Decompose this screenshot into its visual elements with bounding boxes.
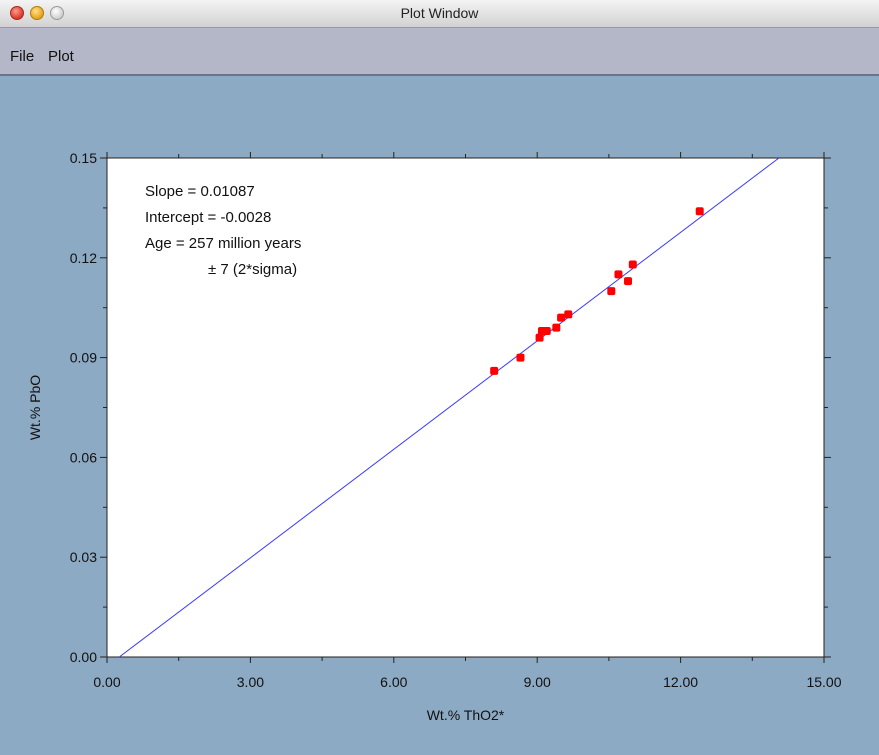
x-tick-label: 6.00 (380, 674, 407, 690)
data-point (628, 260, 637, 269)
y-tick-label: 0.15 (70, 150, 97, 166)
menu-bar: File Plot (0, 28, 879, 76)
menu-file[interactable]: File (10, 48, 35, 65)
x-tick-label: 15.00 (806, 674, 841, 690)
data-point (557, 313, 566, 322)
data-point (490, 366, 499, 375)
title-bar: Plot Window (0, 0, 879, 28)
window-title: Plot Window (400, 5, 479, 21)
data-point (624, 277, 633, 286)
data-point (516, 353, 525, 362)
y-tick-label: 0.09 (70, 350, 97, 366)
x-tick-label: 0.00 (93, 674, 120, 690)
y-tick-label: 0.12 (70, 250, 97, 266)
data-point (552, 323, 561, 332)
data-point (607, 287, 616, 296)
data-point (542, 326, 551, 335)
y-tick-label: 0.00 (70, 649, 97, 665)
annotation-text: Slope = 0.01087 (145, 183, 255, 200)
data-point (564, 310, 573, 319)
menu-plot[interactable]: Plot (48, 48, 74, 65)
x-axis-title: Wt.% ThO2* (427, 707, 505, 723)
data-point (535, 333, 544, 342)
x-tick-label: 9.00 (524, 674, 551, 690)
plot-area (106, 157, 825, 658)
data-point (695, 207, 704, 216)
y-tick-label: 0.03 (70, 549, 97, 565)
close-window-icon[interactable] (10, 6, 24, 20)
data-point (614, 270, 623, 279)
minimize-window-icon[interactable] (30, 6, 44, 20)
regression-line (119, 157, 780, 658)
x-tick-label: 12.00 (663, 674, 698, 690)
y-tick-label: 0.06 (70, 449, 97, 465)
annotation-text: ± 7 (2*sigma) (208, 261, 297, 278)
annotation-text: Age = 257 million years (145, 235, 301, 252)
annotation-text: Intercept = -0.0028 (145, 209, 271, 226)
x-tick-label: 3.00 (237, 674, 264, 690)
y-axis-title: Wt.% PbO (27, 375, 43, 440)
zoom-window-icon[interactable] (50, 6, 64, 20)
